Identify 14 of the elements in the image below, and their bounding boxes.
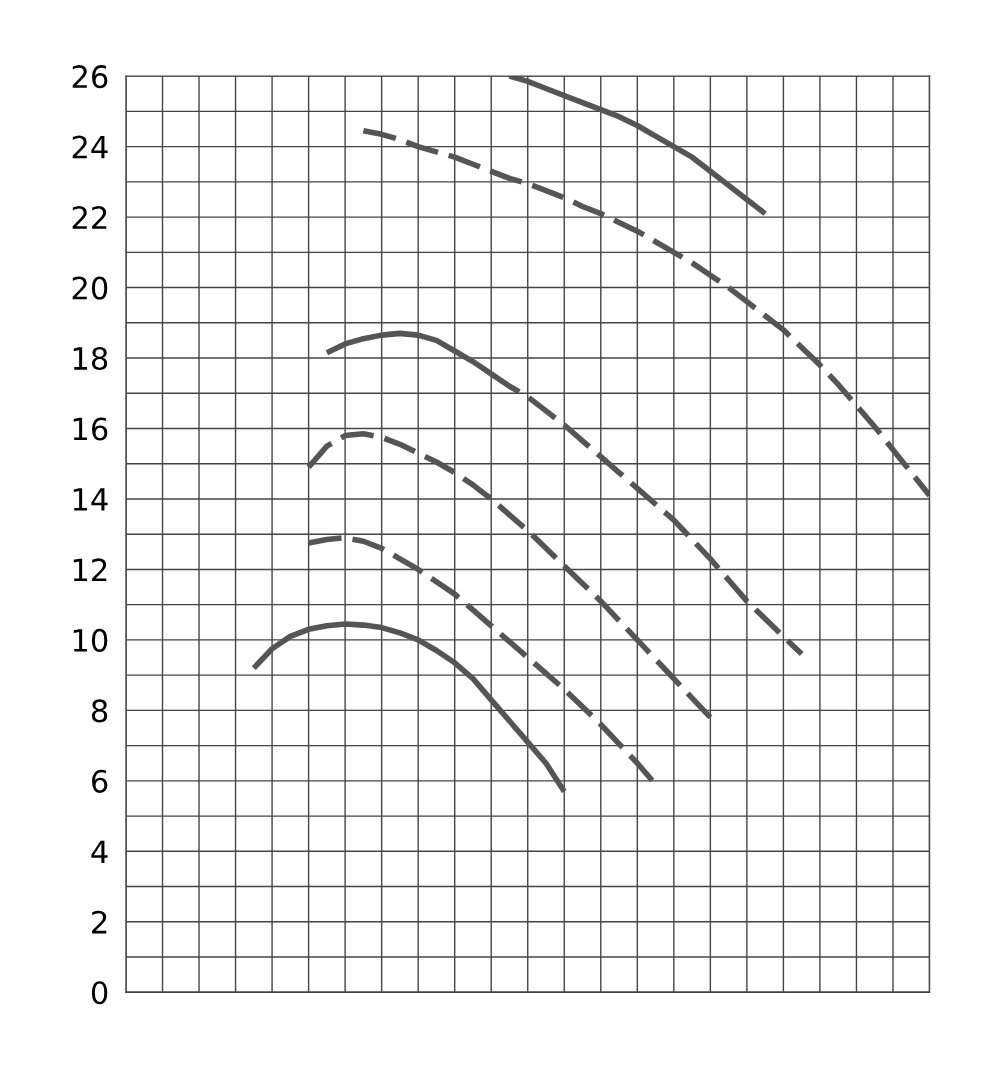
y-tick-label: 26	[72, 65, 108, 89]
y-tick-label: 22	[72, 206, 107, 229]
y-tick-label: 8	[91, 699, 108, 723]
y-tick-label: 18	[73, 346, 108, 371]
y-tick-label: 12	[73, 558, 107, 582]
y-tick-label: 10	[73, 628, 108, 652]
y-tick-label: 0	[91, 981, 108, 1005]
y-tick-label: 24	[72, 135, 108, 159]
y-tick-label: 14	[73, 488, 108, 511]
y-tick-label: 20	[72, 276, 108, 300]
y-tick-label: 2	[92, 910, 107, 934]
y-tick-label: 4	[91, 840, 108, 863]
y-tick-label: 16	[73, 417, 108, 441]
y-tick-label: 6	[92, 769, 108, 793]
